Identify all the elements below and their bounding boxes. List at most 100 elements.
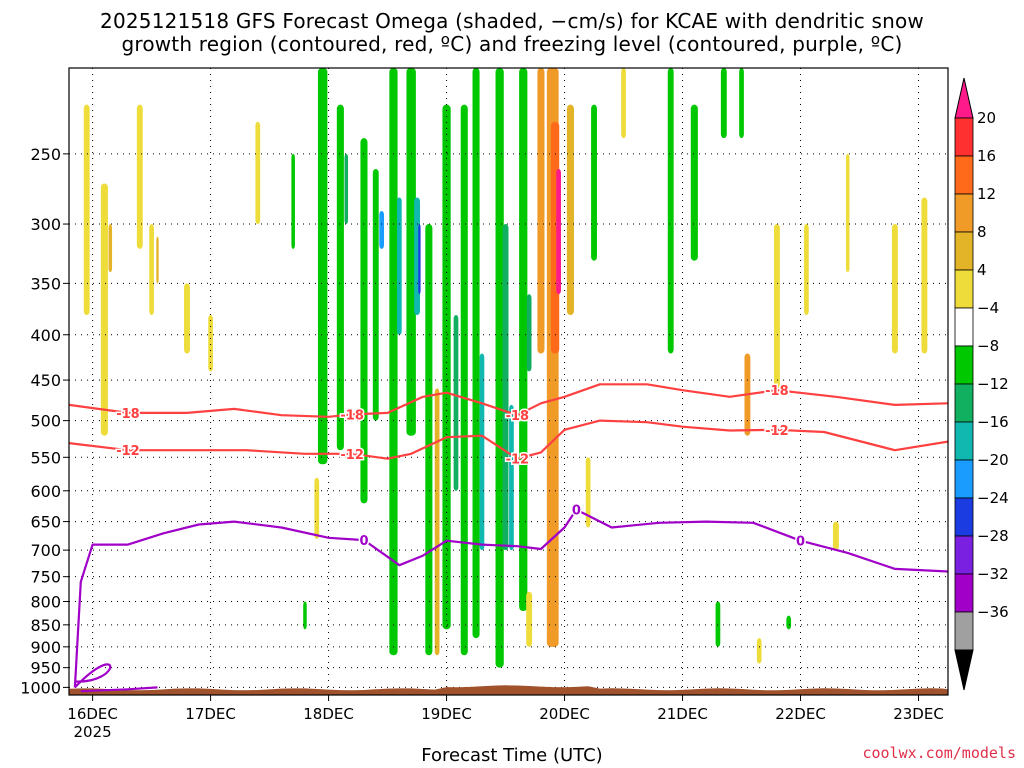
omega-shade-42 (720, 68, 727, 139)
freezing-contour-label: 0 (796, 535, 805, 550)
omega-shade-39 (621, 68, 626, 139)
colorbar-box (954, 383, 974, 423)
dendritic-contour-label: -12 (340, 448, 364, 463)
y-tick-label: 800 (30, 593, 61, 612)
omega-shade-20 (418, 224, 421, 295)
colorbar-box (954, 421, 974, 461)
omega-shade-57 (585, 457, 591, 528)
omega-shade-11 (336, 104, 344, 451)
colorbar-label: 20 (977, 109, 996, 127)
y-tick-label: 700 (30, 541, 61, 560)
chart-title-line2: growth region (contoured, red, ºC) and f… (121, 32, 903, 56)
x-tick-label: 23DEC (893, 705, 944, 723)
colorbar-top-arrow (954, 77, 974, 119)
omega-shade-26 (472, 68, 480, 639)
omega-shade-27 (479, 353, 485, 551)
omega-shade-13 (360, 138, 368, 504)
y-tick-label: 450 (30, 371, 61, 390)
colorbar-box (954, 193, 974, 233)
x-axis-title: Forecast Time (UTC) (421, 745, 603, 766)
colorbar-box (954, 269, 974, 309)
omega-shade-5 (156, 236, 159, 284)
omega-shade-8 (255, 121, 261, 225)
colorbar-box (954, 231, 974, 271)
x-tick-label: 21DEC (657, 705, 708, 723)
omega-shade-1 (100, 183, 108, 436)
omega-shade-24 (453, 315, 459, 491)
colorbar-box (954, 573, 974, 613)
omega-shade-54 (314, 477, 320, 539)
y-tick-label: 550 (30, 448, 61, 467)
omega-shade-43 (739, 68, 744, 139)
ground-fill (69, 685, 948, 695)
colorbar-box (954, 307, 974, 347)
y-tick-label: 600 (30, 482, 61, 501)
colorbar-label: −36 (977, 603, 1009, 621)
colorbar-label: −28 (977, 527, 1009, 545)
dendritic-contour-0 (69, 383, 948, 418)
colorbar-label: 4 (977, 261, 987, 279)
dendritic-contour-label: -18 (116, 407, 140, 422)
omega-shade-51 (715, 601, 721, 647)
omega-shade-45 (773, 224, 780, 389)
omega-shade-12 (344, 153, 349, 225)
dendritic-contour-label: -12 (765, 424, 789, 439)
omega-shade-32 (526, 294, 532, 372)
y-tick-label: 350 (30, 274, 61, 293)
dendritic-contour-label: -18 (340, 408, 364, 423)
colorbar-label: −12 (977, 375, 1009, 393)
omega-shade-28 (495, 68, 504, 668)
dendritic-contour-1 (69, 419, 948, 460)
contour-lines: -18 -18 -18 -18 -12 -12 -12 -12 0 0 0 (69, 383, 948, 693)
colorbar-label: −4 (977, 299, 999, 317)
omega-shade-50 (832, 521, 839, 551)
dendritic-contour-label: -18 (765, 384, 789, 399)
omega-shade-22 (434, 388, 440, 656)
omega-shade-25 (460, 104, 468, 656)
colorbar-label: 12 (977, 185, 996, 203)
x-tick-label: 22DEC (775, 705, 826, 723)
omega-shade-41 (690, 104, 698, 261)
y-tick-label: 300 (30, 215, 61, 234)
colorbar-box (954, 497, 974, 537)
dendritic-contour-label: -12 (506, 453, 530, 468)
omega-shade-46 (804, 224, 809, 316)
omega-shade-2 (108, 224, 113, 273)
colorbar-label: −16 (977, 413, 1009, 431)
omega-shade-15 (379, 210, 385, 249)
colorbar: 20 16 12 8 4 −4 −8 −12 −16 −20 −24 −28 −32 −36 (954, 77, 1009, 691)
freezing-contour-label: 0 (572, 504, 581, 519)
omega-shade-0 (83, 104, 90, 316)
omega-shade-31 (519, 68, 528, 612)
omega-shade-3 (136, 104, 143, 249)
colorbar-label: −8 (977, 337, 999, 355)
colorbar-bottom-arrow (954, 649, 974, 691)
omega-shade-29 (502, 224, 509, 551)
colorbar-box (954, 611, 974, 651)
omega-shading (83, 68, 928, 668)
y-tick-label: 900 (30, 638, 61, 657)
omega-shade-52 (786, 615, 792, 630)
omega-shade-37 (566, 104, 574, 316)
plot-frame (68, 67, 949, 696)
omega-shade-33 (537, 68, 545, 354)
omega-shade-30 (509, 404, 514, 551)
freezing-contour-loop (74, 663, 158, 693)
omega-shade-48 (891, 224, 898, 354)
y-tick-label: 400 (30, 326, 61, 345)
terrain-ground (69, 685, 948, 695)
x-tick-label: 19DEC (421, 705, 472, 723)
credit-link[interactable]: coolwx.com/models (862, 744, 1016, 762)
omega-shade-7 (208, 315, 213, 372)
x-tick-label: 17DEC (185, 705, 236, 723)
dendritic-contour-label: -12 (116, 444, 140, 459)
omega-shade-18 (406, 68, 416, 436)
omega-shade-49 (921, 197, 928, 354)
x-tick-label: 20DEC (539, 705, 590, 723)
colorbar-label: −24 (977, 489, 1009, 507)
y-tick-label: 250 (30, 145, 61, 164)
colorbar-label: −32 (977, 565, 1009, 583)
colorbar-label: −20 (977, 451, 1009, 469)
colorbar-box (954, 345, 974, 385)
